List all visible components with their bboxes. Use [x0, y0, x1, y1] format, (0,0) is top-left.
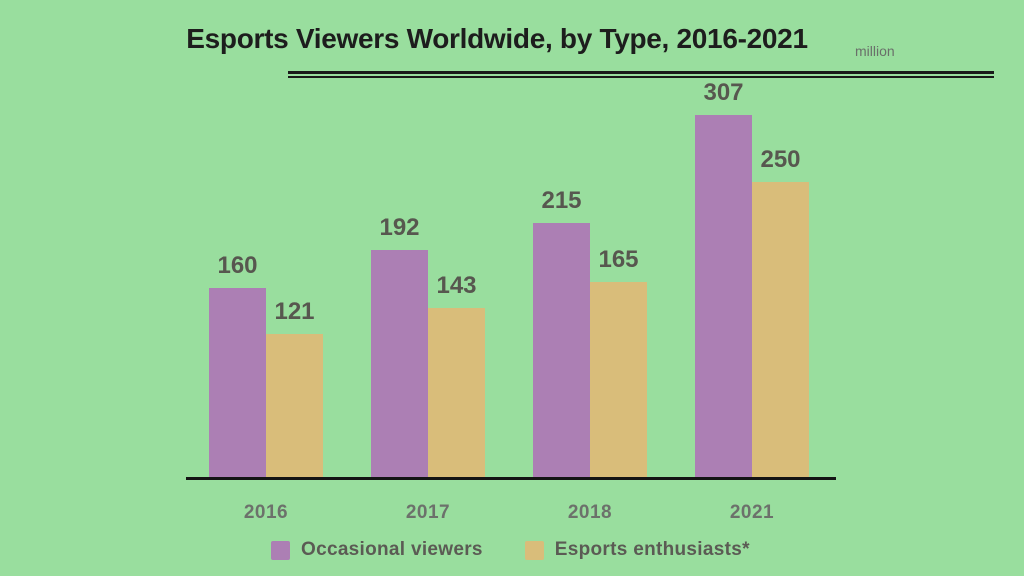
bar-value-label: 192: [379, 214, 420, 241]
bar-2017-series-1: [428, 308, 485, 477]
category-label-2017: 2017: [405, 502, 451, 523]
category-label-2016: 2016: [243, 502, 289, 523]
bar-2018-series-1: [590, 282, 647, 477]
bar-value-label: 215: [541, 187, 582, 214]
legend: Occasional viewers Esports enthusiasts*: [271, 539, 750, 561]
bar-value-label: 250: [760, 146, 801, 173]
bar-2016-series-0: [209, 288, 266, 477]
bar-2021-series-1: [752, 182, 809, 477]
bar-value-label: 121: [274, 298, 315, 325]
title-underline-top-line: [288, 71, 994, 74]
legend-label: Esports enthusiasts*: [554, 539, 750, 560]
legend-label: Occasional viewers: [301, 539, 483, 560]
title-underline-bottom-line: [288, 76, 994, 78]
legend-item-0: Occasional viewers: [271, 539, 483, 561]
bar-2017-series-0: [371, 250, 428, 477]
category-label-2018: 2018: [567, 502, 613, 523]
bar-2016-series-1: [266, 334, 323, 477]
x-axis-line: [186, 477, 836, 480]
unit-label: million: [855, 43, 895, 59]
bar-2021-series-0: [695, 115, 752, 477]
chart-title: Esports Viewers Worldwide, by Type, 2016…: [186, 23, 808, 54]
bar-2018-series-0: [533, 223, 590, 477]
category-label-2021: 2021: [729, 502, 775, 523]
legend-swatch: [271, 540, 290, 560]
bar-value-label: 165: [598, 246, 639, 273]
bar-value-label: 160: [217, 252, 258, 279]
bar-value-label: 307: [703, 79, 744, 106]
legend-item-1: Esports enthusiasts*: [524, 539, 750, 561]
bar-value-label: 143: [436, 272, 477, 299]
legend-swatch: [524, 540, 544, 560]
